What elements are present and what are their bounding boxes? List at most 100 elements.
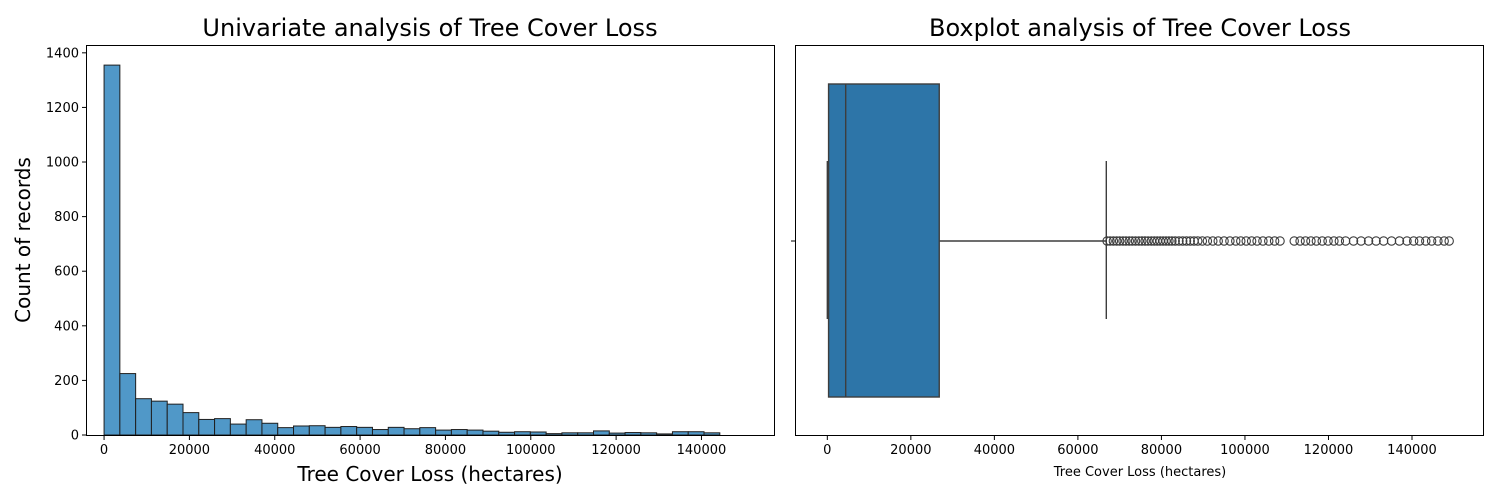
boxplot-outlier-point	[1193, 236, 1203, 246]
boxplot-outlier-point	[1258, 236, 1268, 246]
boxplot-outlier-point	[1269, 236, 1280, 246]
boxplot-outlier-point	[1444, 236, 1454, 246]
histogram-bar	[214, 418, 231, 436]
boxplot-x-tick-label: 100000	[1220, 443, 1270, 458]
histogram-bar	[340, 426, 358, 436]
boxplot-outlier-point	[1140, 236, 1150, 246]
boxplot-outlier-point	[1208, 236, 1218, 246]
boxplot-outlier-point	[1371, 236, 1381, 246]
boxplot-x-tick-label: 20000	[890, 443, 931, 458]
histogram-y-tick-label: 0	[71, 429, 79, 444]
boxplot-x-ticks: 0 20000 40000 60000 80000 100000 120000 140000	[823, 435, 1437, 458]
boxplot-outlier-point	[1114, 236, 1125, 246]
boxplot-outlier-point	[1356, 236, 1366, 246]
histogram-bar	[435, 429, 452, 436]
histogram-title: Univariate analysis of Tree Cover Loss	[202, 14, 657, 42]
boxplot-outlier-point	[1174, 236, 1184, 246]
histogram-bar	[514, 431, 531, 436]
boxplot-outlier-point	[1426, 236, 1437, 246]
boxplot-outlier-point	[1202, 236, 1213, 246]
histogram-y-axis-label: Count of records	[11, 157, 35, 323]
boxplot-outlier-point	[1408, 236, 1419, 246]
histogram-y-ticks: 0 200 400 600 800 1000 1200 1400	[46, 46, 87, 444]
boxplot-outlier-point	[1252, 236, 1262, 246]
boxplot-outlier-point	[1317, 236, 1327, 246]
histogram-bar	[466, 429, 484, 436]
boxplot-outlier-point	[1111, 236, 1122, 246]
boxplot-outlier-point	[1213, 236, 1223, 246]
histogram-x-tick-label: 0	[100, 443, 108, 458]
histogram-bar	[671, 431, 689, 436]
boxplot-outlier-point	[1130, 236, 1141, 246]
boxplot-x-tick-label: 140000	[1387, 443, 1437, 458]
histogram-bar	[308, 425, 326, 436]
boxplot-outlier-point	[1105, 236, 1115, 246]
boxplot-outlier-point	[1177, 236, 1188, 246]
histogram-bar	[356, 426, 373, 436]
histogram-x-tick-label: 40000	[254, 443, 295, 458]
histogram-bar	[277, 427, 295, 436]
histogram-y-tick-label: 400	[54, 319, 79, 334]
boxplot-x-tick-label: 80000	[1141, 443, 1182, 458]
histogram-x-tick-label: 20000	[169, 443, 210, 458]
histogram-y-tick-label: 1200	[46, 101, 79, 116]
boxplot-outliers	[1102, 236, 1454, 246]
histogram-bar	[687, 431, 705, 436]
histogram-x-tick-label: 100000	[506, 443, 556, 458]
histogram-bar	[403, 428, 421, 436]
boxplot-plot-frame	[795, 45, 1484, 436]
boxplot-outlier-point	[1386, 236, 1397, 246]
boxplot-outlier-point	[1143, 236, 1153, 246]
boxplot-title: Boxplot analysis of Tree Cover Loss	[929, 14, 1351, 42]
histogram-bar	[182, 412, 200, 436]
boxplot-outlier-point	[1300, 236, 1311, 246]
histogram-x-ticks: 0 20000 40000 60000 80000 100000 120000 140000	[100, 435, 726, 458]
boxplot-outlier-point	[1334, 236, 1345, 246]
boxplot-outlier-point	[1414, 236, 1425, 246]
boxplot-outlier-point	[1275, 236, 1285, 246]
boxplot-outlier-point	[1264, 236, 1274, 246]
boxplot-x-tick-label: 40000	[974, 443, 1015, 458]
boxplot-outlier-point	[1164, 236, 1174, 246]
histogram-bar	[608, 432, 626, 436]
boxplot-outlier-point	[1197, 236, 1208, 246]
boxplot-outlier-point	[1219, 236, 1229, 246]
histogram-bar	[324, 426, 342, 436]
histogram-bar	[529, 431, 547, 436]
boxplot-x-tick-label: 0	[823, 443, 831, 458]
histogram-bar	[656, 433, 673, 436]
histogram-bar	[419, 427, 437, 436]
boxplot-outlier-point	[1340, 236, 1351, 246]
histogram-bars	[103, 64, 721, 436]
boxplot-outlier-point	[1329, 236, 1339, 246]
boxplot-outlier-point	[1421, 236, 1431, 246]
boxplot-outlier-point	[1121, 236, 1131, 246]
histogram-y-tick-label: 600	[54, 265, 79, 280]
histogram-bar	[198, 418, 216, 436]
boxplot-outlier-point	[1170, 236, 1180, 246]
histogram-y-tick-label: 200	[54, 374, 79, 389]
boxplot-outlier-point	[1246, 236, 1257, 246]
histogram-bar	[150, 400, 168, 436]
histogram-bar	[229, 423, 247, 436]
boxplot-outlier-point	[1102, 236, 1112, 246]
histogram-bar	[245, 419, 263, 436]
boxplot-outlier-point	[1295, 236, 1305, 246]
boxplot-outlier-point	[1306, 236, 1316, 246]
histogram-x-tick-label: 60000	[339, 443, 380, 458]
histogram-bar	[261, 422, 279, 436]
boxplot-outlier-point	[1236, 236, 1246, 246]
histogram-bar	[371, 429, 389, 436]
boxplot-outlier-point	[1439, 236, 1449, 246]
histogram-bar	[103, 64, 121, 436]
boxplot-outlier-point	[1323, 236, 1333, 246]
boxplot-outlier-point	[1348, 236, 1359, 246]
boxplot-outlier-point	[1225, 236, 1235, 246]
boxplot-outlier-point	[1167, 236, 1177, 246]
histogram-panel: Univariate analysis of Tree Cover Loss 0…	[11, 14, 775, 486]
histogram-bar	[119, 373, 137, 436]
boxplot-x-tick-label: 60000	[1057, 443, 1098, 458]
histogram-y-tick-label: 1000	[46, 156, 79, 171]
boxplot-outlier-point	[1185, 236, 1195, 246]
